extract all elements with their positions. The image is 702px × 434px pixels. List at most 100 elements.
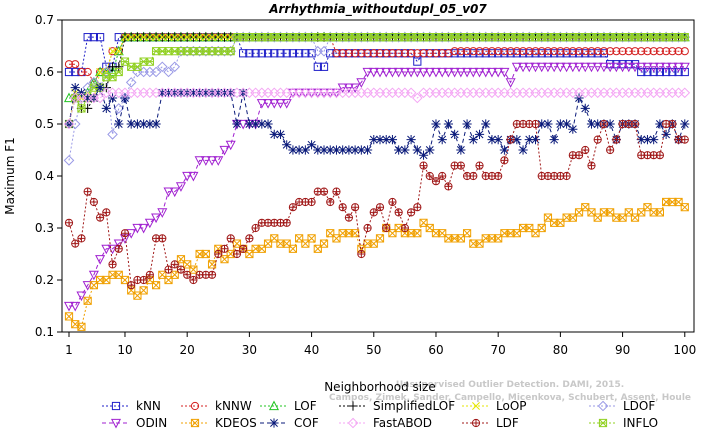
point-odin — [188, 171, 199, 182]
point-fastabod — [648, 87, 659, 99]
point-cof — [356, 145, 366, 155]
point-odin — [374, 67, 386, 78]
point-odin — [163, 187, 174, 198]
series-line-fastabod — [68, 92, 685, 125]
point-odin — [281, 99, 292, 109]
point-ldof — [156, 61, 168, 73]
point-knn — [313, 62, 322, 71]
point-ldf — [207, 270, 217, 279]
point-cof — [636, 135, 646, 145]
point-cof — [126, 119, 136, 129]
point-knnw — [506, 47, 515, 56]
point-cof — [512, 135, 522, 145]
point-knnw — [351, 49, 360, 58]
legend-item-inflo: INFLO — [589, 416, 658, 430]
point-ldf — [419, 161, 428, 170]
point-knnw — [630, 47, 640, 56]
legend-marker-knnw — [190, 401, 200, 411]
point-ldf — [655, 151, 664, 160]
point-odin — [518, 62, 529, 73]
point-ldf — [630, 119, 640, 129]
legend-item-cof: COF — [260, 416, 319, 430]
point-knnw — [481, 47, 490, 56]
point-ldf — [438, 171, 447, 181]
point-knnw — [537, 47, 546, 56]
point-cof — [201, 88, 211, 98]
point-ldf — [95, 213, 105, 222]
point-ldf — [158, 234, 167, 243]
point-inflo — [133, 62, 142, 71]
point-ldf — [581, 145, 590, 155]
point-odin — [574, 62, 585, 73]
point-ldf — [413, 203, 422, 212]
point-cof — [369, 135, 379, 145]
legend-label-ldf: LDF — [496, 416, 519, 430]
legend-marker-fastabod — [347, 417, 359, 429]
point-ldf — [599, 119, 609, 129]
point-odin — [207, 156, 218, 166]
point-odin — [511, 62, 522, 73]
point-cof — [443, 119, 454, 129]
point-knnw — [550, 47, 559, 56]
point-knnw — [494, 47, 503, 56]
point-knnw — [413, 49, 422, 58]
legend-label-loop: LoOP — [496, 399, 527, 413]
point-ldf — [400, 223, 409, 233]
point-kdeos — [201, 249, 210, 259]
point-ldf — [83, 187, 92, 196]
point-knn — [295, 49, 304, 58]
point-cof — [524, 135, 534, 145]
point-knnw — [450, 47, 459, 56]
point-odin — [406, 67, 417, 78]
point-cof — [468, 135, 478, 145]
series-line-cof — [68, 86, 686, 156]
point-loop — [108, 47, 117, 56]
point-loop — [133, 33, 142, 42]
point-ldf — [469, 171, 478, 181]
point-knn — [263, 49, 273, 58]
point-kdeos — [288, 244, 298, 253]
point-ldf — [288, 203, 298, 212]
point-knnw — [71, 60, 80, 69]
point-ldf — [114, 244, 123, 253]
x-tick-label-60: 60 — [428, 343, 443, 357]
point-odin — [368, 67, 379, 78]
point-knnw — [556, 47, 565, 56]
point-cof — [462, 119, 472, 129]
point-odin — [213, 156, 224, 166]
point-cof — [580, 103, 590, 113]
point-cof — [70, 83, 80, 93]
point-knnw — [680, 47, 689, 56]
y-tick-label-0.4: 0.4 — [35, 169, 54, 183]
point-odin — [107, 244, 118, 255]
point-cof — [549, 135, 559, 145]
legend-item-knn: kNN — [102, 399, 161, 413]
point-ldf — [444, 182, 453, 191]
point-odin — [138, 223, 149, 234]
point-cof — [331, 145, 342, 155]
point-knnw — [643, 47, 652, 56]
legend-marker-ldf — [471, 418, 481, 428]
point-cof — [288, 145, 298, 155]
series-inflo — [64, 33, 689, 129]
point-ldf — [145, 270, 154, 279]
point-ldf — [351, 203, 360, 212]
point-odin — [474, 67, 485, 78]
x-tick-label-30: 30 — [242, 343, 257, 357]
legend-marker-kdeos — [190, 418, 200, 428]
legend-marker-inflo — [598, 418, 608, 428]
point-ldf — [475, 161, 484, 170]
legend: kNN kNNW LOF SimplifiedLOF LoOP LDOF ODIN KDEOS… — [102, 399, 658, 430]
point-ldf — [239, 244, 248, 253]
point-knn — [251, 49, 260, 58]
point-ldf — [382, 223, 391, 233]
point-fastabod — [368, 87, 380, 99]
point-odin — [356, 78, 367, 88]
series-ldf — [64, 119, 689, 290]
point-odin — [399, 67, 410, 78]
point-ldof — [107, 129, 118, 140]
point-knnw — [518, 47, 528, 56]
point-cof — [431, 119, 441, 129]
legend-item-ldf: LDF — [462, 416, 519, 430]
